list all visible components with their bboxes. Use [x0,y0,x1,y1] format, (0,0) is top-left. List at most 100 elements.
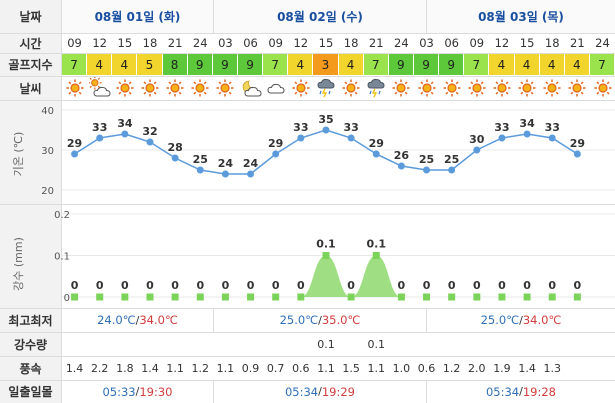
wind-cell: 2.2 [90,361,109,375]
sun-icon [137,76,162,100]
temp-chart-label-area [0,100,62,204]
sun-day-1: 05:33/19:30 [62,380,214,403]
temp-data-label: 33 [494,121,509,134]
precip-cell [339,332,364,356]
precipitation-row: 0.1 0.1 [62,332,615,356]
rain-point [473,293,481,301]
wind-cell: 1.0 [392,361,411,375]
sun-icon [515,76,540,100]
temp-data-label: 24 [218,157,234,170]
sun-day-2: 05:34/19:29 [214,380,427,403]
rain-point [573,293,581,301]
wind-cell: 1.8 [116,361,134,375]
rain-thunder-icon [364,76,389,100]
temp-point [196,166,204,174]
minmax-separator: / [135,313,140,327]
rain-data-label: 0 [71,279,79,292]
hour-cell: 09 [469,36,485,50]
minmax-separator: / [519,313,523,327]
rain-point [297,293,305,301]
wind-cell: 1.4 [141,361,159,375]
golf-index-cell: 4 [87,54,113,75]
sun-icon [590,76,615,100]
time-label: 시간 [0,33,62,53]
precip-cell [87,332,112,356]
cloud-icon [263,76,288,100]
golf-index-cell: 4 [288,54,314,75]
temp-point [573,150,581,158]
golf-index-cell: 7 [363,54,389,75]
rain-point [448,293,456,301]
rain-point [247,293,255,301]
precip-cell [540,332,565,356]
rain-data-label: 0 [247,279,255,292]
temp-point [372,150,380,158]
temp-point [397,162,405,170]
wind-cell: 1.1 [317,361,335,375]
rain-data-label: 0 [473,279,481,292]
wind-cell: 0.7 [266,361,285,375]
max-temp: 34.0℃ [522,313,562,327]
precip-cell [590,332,615,356]
rain-point [221,293,229,301]
temp-data-label: 35 [318,113,333,126]
temp-data-label: 34 [519,117,535,130]
rain-data-label: 0 [146,279,154,292]
wind-cell: 1.4 [65,361,84,375]
sun-icon [540,76,565,100]
hour-cell: 18 [343,36,359,50]
precip-cell [515,332,540,356]
golf-index-cell: 9 [187,54,213,75]
precip-cell: 0.1 [317,337,335,351]
temp-data-label: 25 [193,153,208,166]
precip-cell [137,332,162,356]
rain-point [423,293,431,301]
sun-icon [163,76,188,100]
golf-index-cell: 4 [514,54,540,75]
rain-data-label: 0 [398,279,406,292]
date-row: 08월 01일 (화) 08월 02일 (수) 08월 03일 (목) [62,0,615,33]
min-temp: 24.0℃ [97,313,136,327]
golf-index-cell: 3 [313,54,339,75]
precip-cell [62,332,87,356]
hour-cell: 15 [519,36,535,50]
sunrise-time: 05:33 [102,384,136,399]
rain-data-label: 0 [96,279,104,292]
precip-cell [565,332,590,356]
precip-cell [489,332,514,356]
date-1: 08월 01일 (화) [62,0,214,33]
temperature-chart: 기온 (℃) 40 30 20 29 33 34 32 28 25 24 24 29 33 35 33 29 26… [12,106,615,197]
rain-data-label: 0 [222,279,230,292]
sunrise-time: 05:34 [485,384,520,399]
temp-data-label: 25 [444,153,459,166]
temp-point [473,146,481,154]
sun-icon [489,76,514,100]
hour-cell: 21 [368,36,384,50]
temp-data-label: 33 [92,121,107,134]
golf-index-cell: 4 [564,54,590,75]
wind-cell: 0.6 [417,361,436,375]
sun-icon [112,76,137,100]
precip-cell [288,332,313,356]
golf-index-cell: 9 [413,54,440,75]
rain-data-label: 0 [272,279,280,292]
golf-index-cell: 4 [539,54,565,75]
temp-point [171,154,179,162]
wind-cell: 1.9 [493,361,511,375]
hour-cell: 06 [243,36,258,50]
hour-cell: 09 [268,36,283,50]
minmax-day-2: 25.0℃/35.0℃ [214,308,427,332]
golf-index-cell: 7 [263,54,289,75]
weather-label: 날씨 [0,76,62,100]
rain-point [498,293,506,301]
rain-point [523,293,531,301]
sun-separator: / [135,385,140,398]
sun-cloud-icon [87,76,112,100]
golf-index-cell: 4 [112,54,138,75]
hour-cell: 18 [142,36,158,50]
rain-data-label: 0 [498,279,506,292]
golf-index-cell: 9 [237,54,264,75]
rain-data-label: 0 [423,279,431,292]
separator [0,332,615,333]
rain-data-label: 0 [548,279,556,292]
